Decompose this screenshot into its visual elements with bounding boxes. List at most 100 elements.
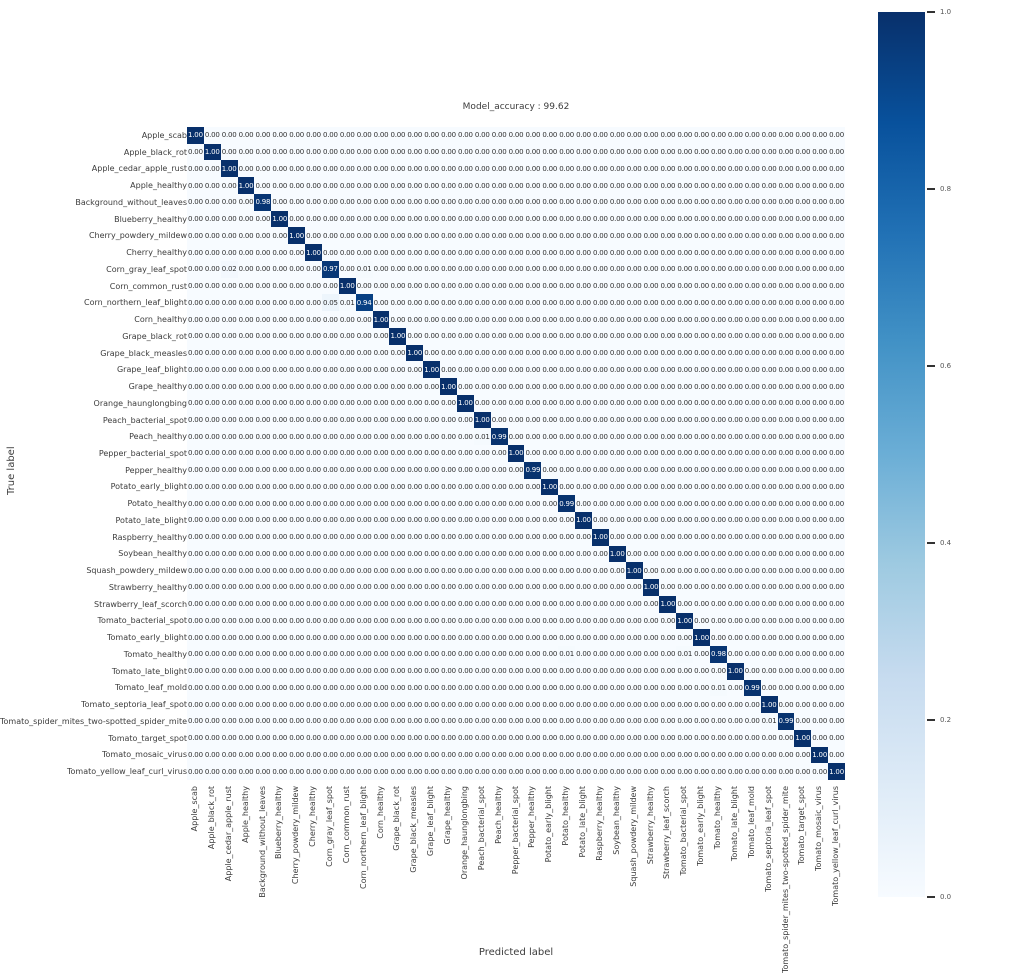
- heatmap-cell: 0.00: [456, 528, 474, 546]
- heatmap-cell: 0.00: [254, 327, 272, 345]
- heatmap-cell: 0.00: [777, 612, 795, 630]
- col-label: Strawberry_healthy: [645, 786, 655, 865]
- heatmap-cell: 0.00: [389, 495, 407, 513]
- heatmap-cell: 0.00: [625, 344, 643, 362]
- heatmap-cell: 0.00: [237, 244, 255, 261]
- heatmap-cell: 0.00: [558, 746, 576, 764]
- heatmap-cell: 0.00: [456, 629, 474, 647]
- heatmap-cell: 0.00: [288, 528, 306, 546]
- heatmap-cell: 0.00: [541, 746, 559, 764]
- colorbar-tick-label: 0.4: [940, 539, 952, 547]
- heatmap-cell: 0.00: [203, 612, 221, 630]
- row-label: Cherry_healthy: [126, 248, 188, 258]
- heatmap-cell: 0.00: [456, 445, 474, 462]
- heatmap-cell: 0.00: [355, 445, 373, 462]
- col-label-slot: Raspberry_healthy: [595, 786, 605, 865]
- heatmap-cell: 0.00: [305, 612, 322, 630]
- heatmap-cell: 0.00: [473, 311, 491, 328]
- heatmap-cell: 0.00: [203, 227, 221, 245]
- heatmap-cell: 0.00: [237, 210, 255, 228]
- heatmap-cell: 0.00: [288, 461, 306, 479]
- heatmap-cell: 0.00: [406, 763, 424, 780]
- heatmap-cell: 0.00: [321, 595, 339, 613]
- heatmap-cell: 0.00: [406, 562, 424, 580]
- col-label: Pepper_healthy: [527, 786, 537, 848]
- heatmap-cell: 0.00: [828, 428, 845, 446]
- heatmap-cell: 0.00: [456, 461, 474, 479]
- heatmap-cell: 0.00: [828, 344, 845, 362]
- heatmap-cell: 0.00: [338, 679, 356, 697]
- heatmap-cell: 0.00: [254, 143, 272, 161]
- heatmap-cell: 0.00: [237, 428, 255, 446]
- heatmap-cell: 0.00: [254, 361, 272, 379]
- heatmap-cell: 0.00: [743, 579, 761, 596]
- heatmap-cell: 0.00: [406, 311, 424, 328]
- heatmap-cell: 0.00: [794, 143, 812, 161]
- heatmap-cell: 0.00: [355, 662, 373, 680]
- heatmap-cell: 0.00: [288, 177, 306, 194]
- heatmap-cell: 0.00: [811, 562, 829, 580]
- heatmap-cell: 0.00: [625, 512, 643, 529]
- heatmap-cell: 0.00: [203, 562, 221, 580]
- heatmap-cell: 0.00: [591, 361, 609, 379]
- heatmap-cell: 0.00: [237, 327, 255, 345]
- heatmap-cell: 0.00: [659, 746, 677, 764]
- heatmap-cell: 0.00: [760, 327, 778, 345]
- heatmap-cell: 0.00: [338, 244, 356, 261]
- heatmap-cell: 0.00: [794, 545, 812, 563]
- heatmap-cell: 0.00: [676, 227, 694, 245]
- heatmap-cell: 0.00: [591, 344, 609, 362]
- heatmap-cell: 0.00: [288, 763, 306, 780]
- heatmap-cell: 0.00: [220, 177, 238, 194]
- heatmap-cell: 0.00: [710, 713, 727, 730]
- row-label: Potato_early_blight: [110, 482, 188, 492]
- heatmap-cell: 0.00: [220, 646, 238, 663]
- heatmap-cell: 0.00: [541, 696, 559, 714]
- heatmap-cell: 0.00: [777, 394, 795, 412]
- heatmap-cell: 0.00: [507, 394, 525, 412]
- heatmap-cell: 0.00: [288, 662, 306, 680]
- heatmap-cell: 0.00: [237, 763, 255, 780]
- heatmap-cell: 0.00: [254, 495, 272, 513]
- heatmap-cell: 0.00: [710, 143, 727, 161]
- heatmap-cell: 0.00: [423, 595, 441, 613]
- heatmap-cell: 0.00: [288, 160, 306, 178]
- heatmap-cell: 0.00: [254, 629, 272, 647]
- heatmap-cell: 0.00: [608, 646, 626, 663]
- heatmap-cell: 0.00: [490, 344, 508, 362]
- heatmap-cell: 0.00: [608, 127, 626, 144]
- heatmap-cell: 0.00: [321, 562, 339, 580]
- col-label-slot: Grape_black_rot: [392, 786, 402, 855]
- heatmap-cell: 0.01: [710, 679, 727, 697]
- heatmap-cell: 0.00: [305, 528, 322, 546]
- heatmap-cell: 0.00: [659, 327, 677, 345]
- heatmap-cell: 0.00: [389, 512, 407, 529]
- heatmap-cell: 0.00: [642, 244, 660, 261]
- heatmap-cell: 0.00: [575, 495, 592, 513]
- heatmap-cell: 0.00: [558, 478, 576, 496]
- heatmap-cell: 0.00: [203, 629, 221, 647]
- heatmap-cell: 0.00: [524, 344, 542, 362]
- heatmap-cell: 0.98: [254, 193, 272, 211]
- heatmap-cell: 0.00: [743, 445, 761, 462]
- heatmap-cell: 0.00: [760, 729, 778, 747]
- heatmap-cell: 0.00: [271, 662, 289, 680]
- heatmap-cell: 0.00: [659, 277, 677, 295]
- heatmap-cell: 0.00: [406, 579, 424, 596]
- heatmap-cell: 0.01: [355, 260, 373, 278]
- heatmap-cell: 0.00: [541, 361, 559, 379]
- heatmap-cell: 0.00: [220, 629, 238, 647]
- heatmap-cell: 0.00: [254, 545, 272, 563]
- heatmap-cell: 0.00: [575, 746, 592, 764]
- heatmap-cell: 0.00: [676, 679, 694, 697]
- col-label: Corn_northern_leaf_blight: [358, 786, 368, 889]
- heatmap-cell: 0.00: [406, 260, 424, 278]
- heatmap-cell: 0.00: [777, 545, 795, 563]
- heatmap-cell: 0.00: [760, 629, 778, 647]
- heatmap-cell: 0.00: [490, 143, 508, 161]
- heatmap-cell: 0.00: [440, 629, 457, 647]
- row-label: Orange_haunglongbing: [93, 398, 188, 408]
- heatmap-cell: 0.00: [524, 193, 542, 211]
- heatmap-cell: 0.00: [254, 746, 272, 764]
- row-label: Peach_healthy: [129, 432, 188, 442]
